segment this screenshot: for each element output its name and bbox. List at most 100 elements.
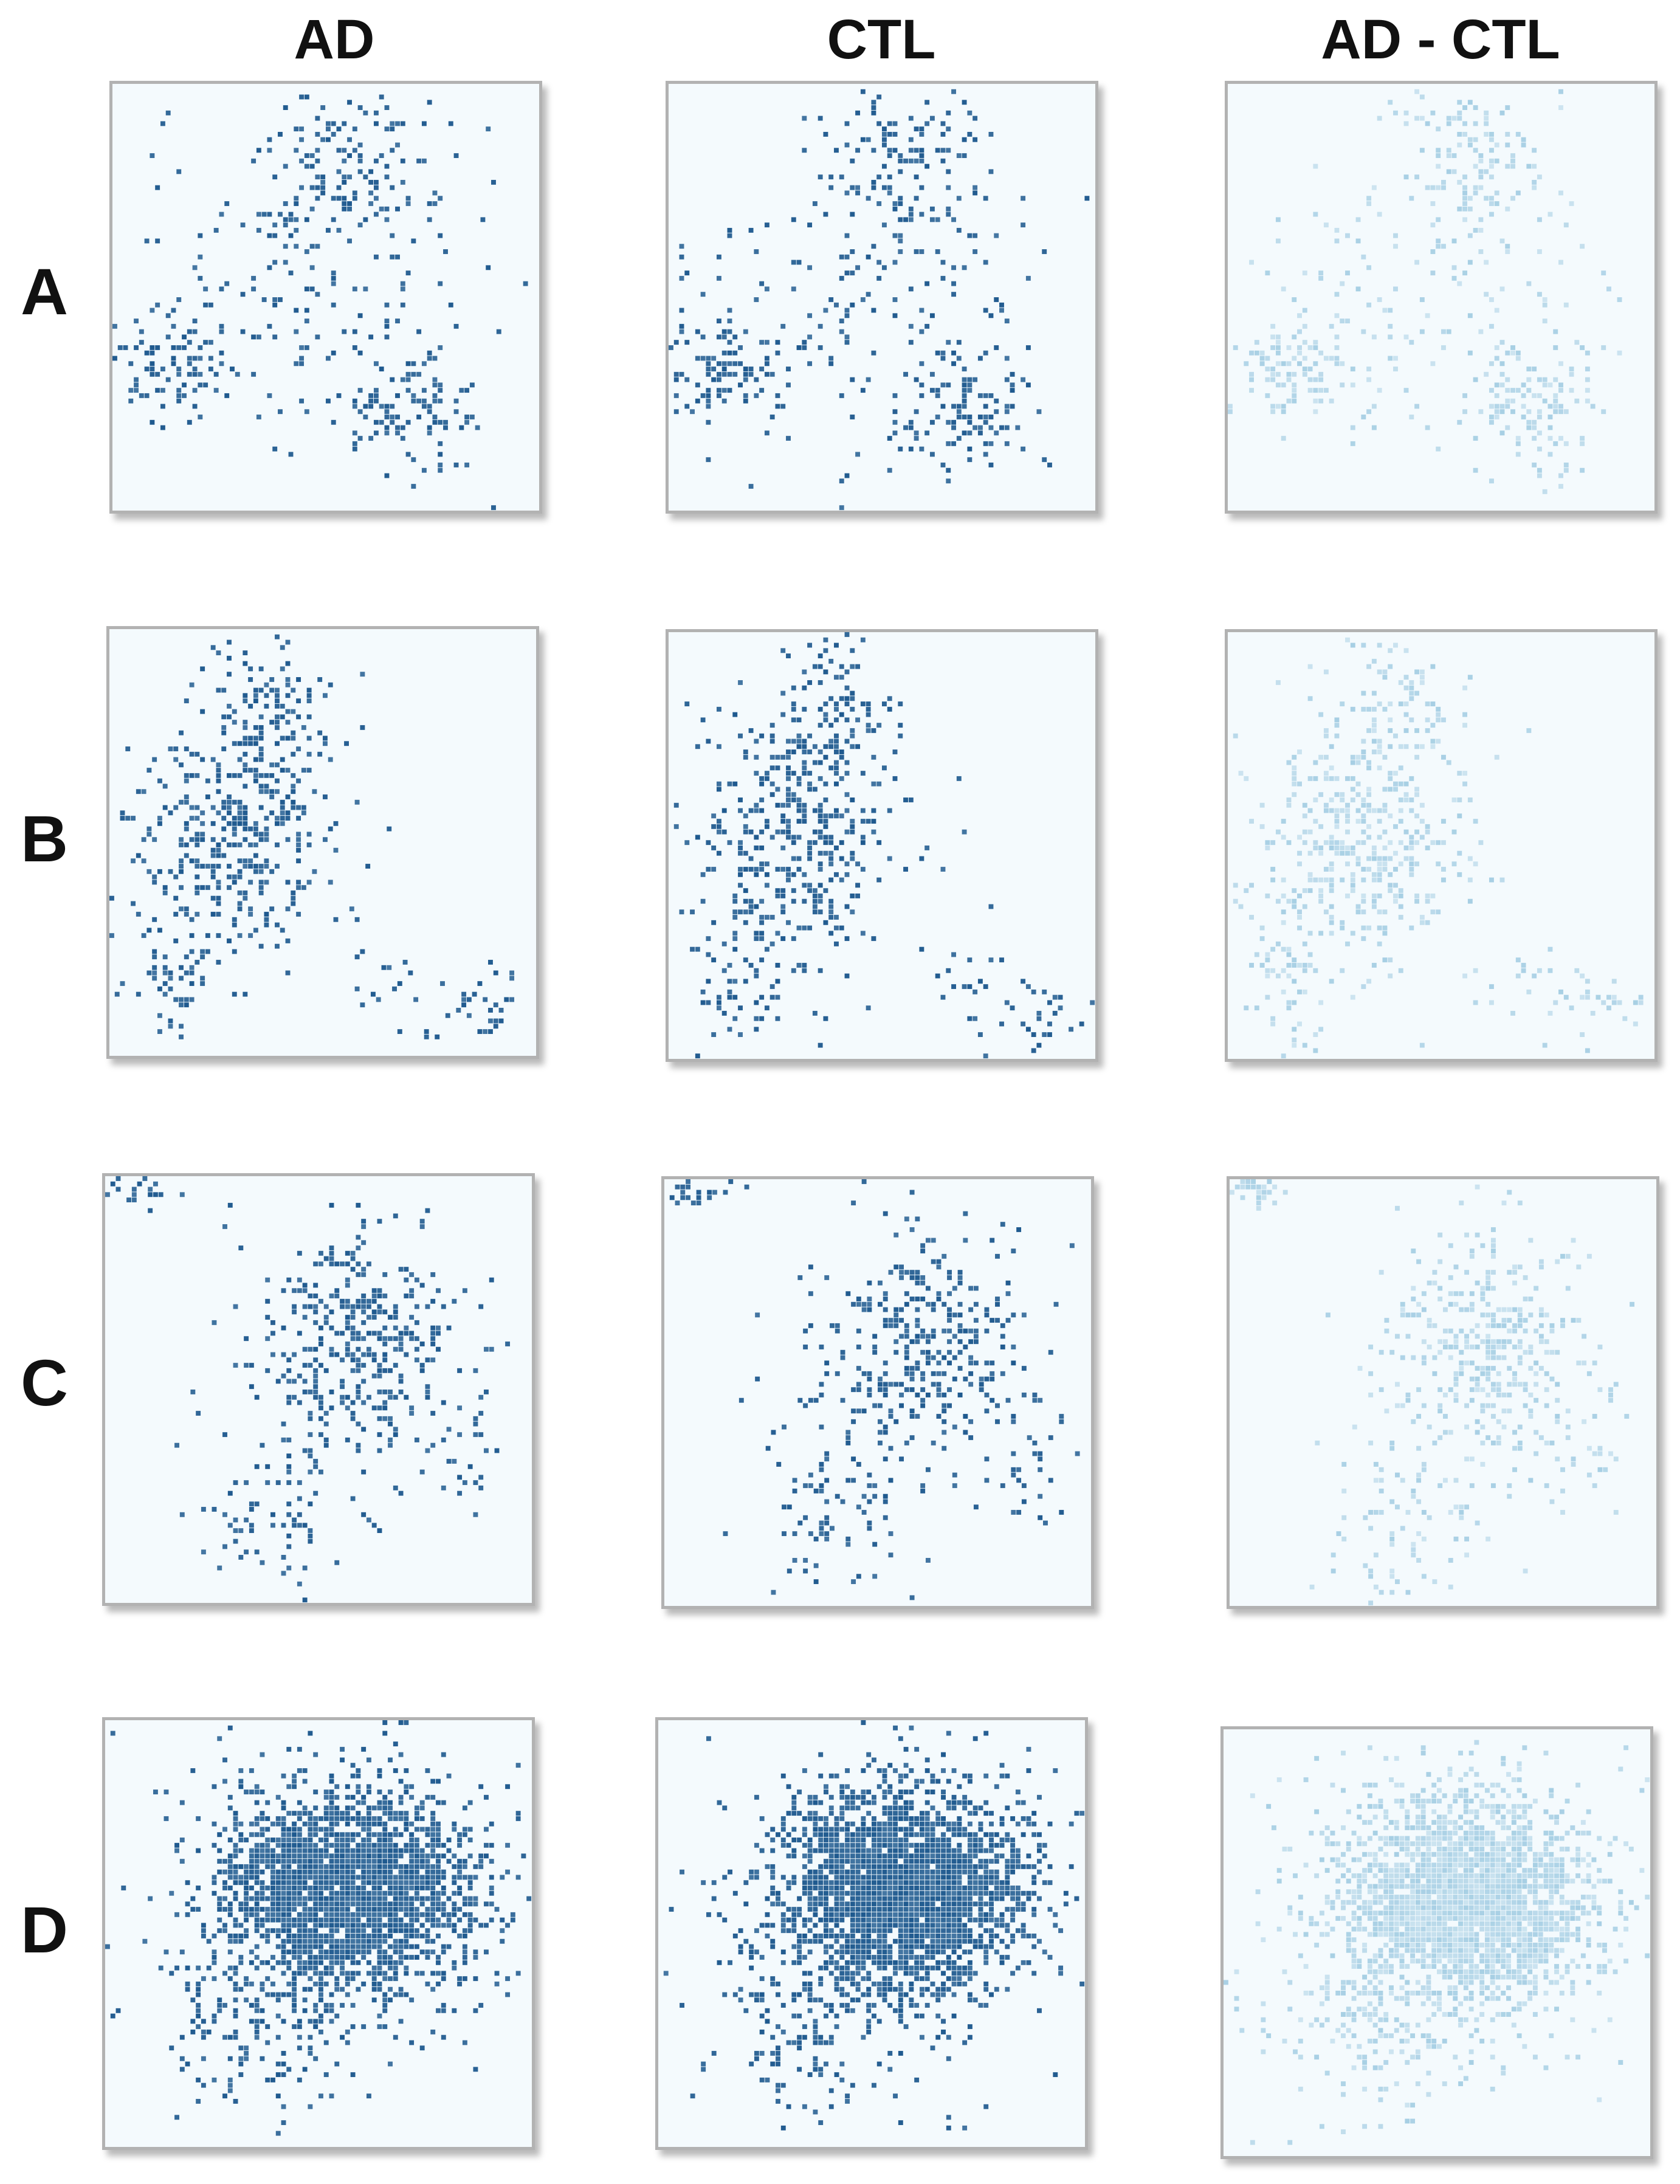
data-point	[1414, 404, 1420, 409]
data-point	[345, 1981, 350, 1986]
data-point	[1307, 963, 1313, 968]
data-point	[802, 115, 807, 121]
data-point	[1494, 754, 1499, 760]
data-point	[352, 196, 357, 201]
data-point	[1270, 1021, 1276, 1027]
data-point	[791, 888, 796, 894]
data-point	[1400, 1307, 1405, 1312]
data-point	[1534, 1397, 1539, 1403]
data-point	[1329, 931, 1334, 936]
data-point	[754, 754, 759, 760]
data-point	[1515, 957, 1521, 963]
data-point	[1389, 1445, 1395, 1451]
data-point	[265, 1842, 270, 1848]
data-point	[248, 933, 253, 939]
data-point	[291, 735, 296, 741]
data-point	[340, 1886, 345, 1890]
data-point	[398, 1490, 404, 1496]
data-point	[754, 846, 759, 850]
data-point	[1430, 840, 1436, 846]
data-point	[462, 1934, 467, 1938]
data-point	[1350, 994, 1355, 1000]
data-point	[1419, 669, 1425, 675]
data-point	[929, 371, 935, 377]
data-point	[237, 741, 243, 746]
data-point	[283, 217, 288, 222]
data-point	[1366, 979, 1372, 984]
data-point	[915, 1216, 920, 1222]
data-point	[405, 196, 411, 201]
data-point	[286, 1853, 292, 1859]
data-point	[125, 816, 131, 821]
data-point	[1441, 867, 1446, 872]
data-point	[462, 1805, 467, 1811]
data-point	[425, 1981, 430, 1986]
data-point	[973, 1328, 979, 1334]
data-point	[297, 1842, 302, 1848]
data-point	[1480, 1408, 1485, 1414]
data-point	[839, 275, 844, 281]
data-point	[430, 1949, 436, 1955]
data-point	[377, 1373, 382, 1379]
data-point	[1542, 297, 1547, 302]
data-point	[294, 308, 299, 313]
data-point	[1366, 706, 1372, 712]
data-point	[1608, 1387, 1613, 1393]
data-point	[876, 174, 882, 180]
data-point	[828, 744, 834, 749]
data-point	[350, 1890, 356, 1896]
data-point	[288, 233, 294, 238]
data-point	[1464, 1504, 1469, 1510]
data-point	[963, 1238, 968, 1243]
data-point	[1462, 973, 1467, 979]
data-point	[818, 808, 823, 813]
data-point	[1292, 765, 1297, 771]
data-point	[371, 1352, 377, 1357]
data-point	[1421, 1462, 1427, 1467]
data-point	[441, 1971, 446, 1976]
data-point	[819, 1462, 824, 1467]
data-point	[340, 1901, 345, 1907]
data-point	[1544, 1312, 1549, 1318]
data-point	[738, 382, 743, 388]
data-point	[940, 260, 946, 265]
data-point	[329, 1965, 334, 1971]
data-point	[1553, 345, 1558, 350]
data-point	[844, 936, 850, 942]
data-point	[320, 137, 326, 142]
data-point	[269, 687, 275, 693]
data-point	[432, 382, 438, 388]
data-point	[356, 1842, 361, 1848]
data-point	[823, 701, 828, 706]
data-point	[914, 436, 919, 441]
data-point	[141, 933, 146, 939]
data-point	[850, 691, 855, 696]
data-point	[232, 842, 237, 847]
data-point	[1526, 164, 1532, 169]
data-point	[1292, 781, 1297, 787]
data-point	[1292, 388, 1297, 393]
data-point	[275, 1869, 281, 1875]
data-point	[984, 1456, 990, 1462]
data-point	[398, 1960, 404, 1965]
data-point	[973, 1504, 979, 1510]
data-point	[414, 1853, 419, 1859]
data-point	[421, 361, 427, 367]
data-point	[1350, 367, 1355, 371]
data-point	[1451, 153, 1457, 158]
data-point	[1340, 319, 1345, 323]
data-point	[393, 1971, 398, 1976]
data-point	[109, 933, 114, 939]
data-point	[409, 1869, 415, 1875]
data-point	[883, 1307, 888, 1312]
data-point	[232, 917, 237, 922]
data-point	[432, 190, 438, 196]
data-point	[828, 723, 834, 728]
data-point	[366, 1853, 371, 1859]
data-point	[280, 757, 285, 762]
data-point	[818, 802, 823, 808]
data-point	[967, 233, 973, 238]
data-point	[323, 1315, 329, 1320]
data-point	[876, 877, 882, 883]
data-point	[216, 687, 221, 693]
